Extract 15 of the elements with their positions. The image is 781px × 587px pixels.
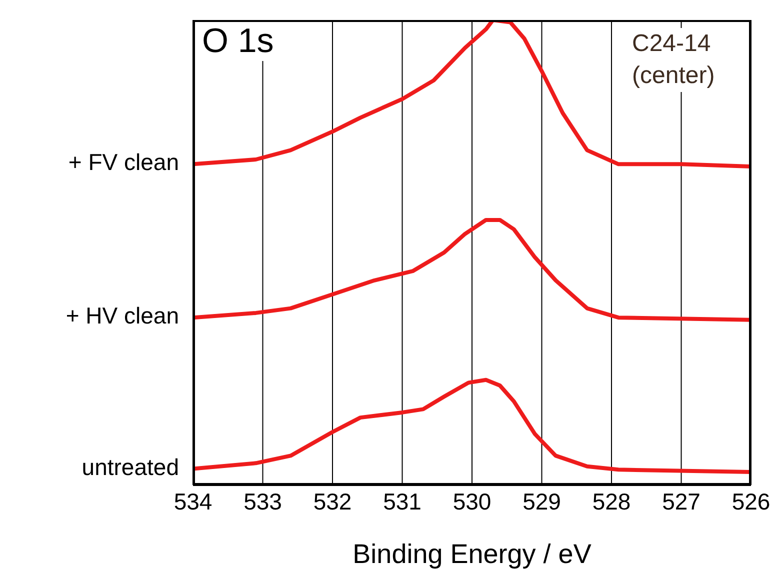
x-tick-label: 528: [592, 488, 631, 514]
x-tick-label: 533: [244, 488, 282, 514]
annotation: C24-14 (center): [629, 28, 745, 92]
x-tick-label: 534: [174, 488, 212, 514]
x-axis-title: Binding Energy / eV: [352, 539, 592, 569]
x-tick-label: 527: [662, 488, 700, 514]
series-label: + HV clean: [66, 302, 179, 329]
series-label: untreated: [82, 454, 179, 480]
x-tick-label: 526: [732, 488, 770, 514]
x-tick-label: 532: [313, 488, 352, 514]
x-tick-label: 530: [452, 488, 492, 514]
x-tick-label: 529: [522, 488, 561, 514]
series-label: + FV clean: [68, 149, 179, 176]
annotation: O 1s: [199, 22, 277, 61]
x-tick-label: 531: [383, 488, 422, 514]
